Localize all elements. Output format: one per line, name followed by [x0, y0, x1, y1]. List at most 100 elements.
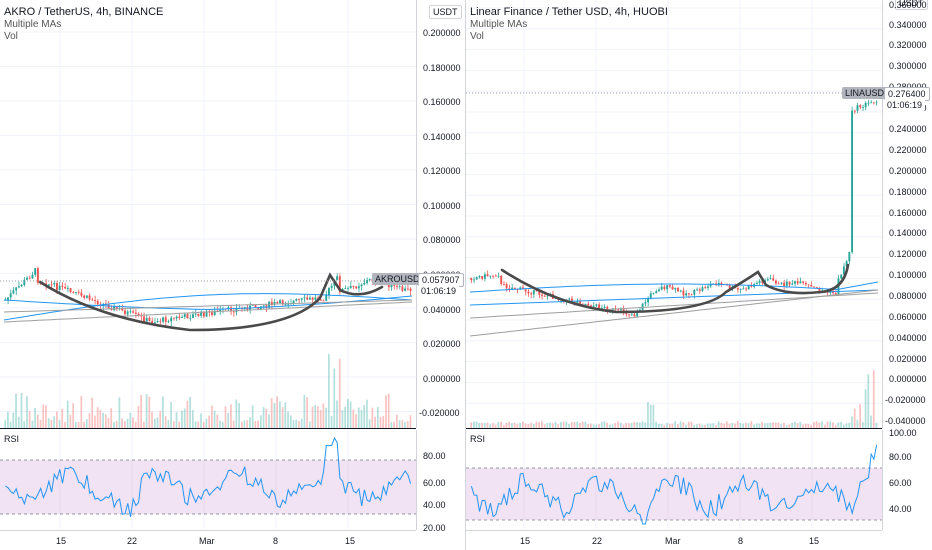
indicator-multiple-mas[interactable]: Multiple MAs [4, 19, 62, 30]
volume-bar [622, 424, 625, 428]
volume-bar [750, 421, 753, 428]
volume-bar [481, 422, 483, 428]
pane-separator[interactable] [466, 428, 882, 429]
candle-body [769, 278, 772, 280]
volume-bar [557, 424, 560, 428]
volume-bar [715, 424, 717, 428]
volume-bar [289, 415, 292, 428]
rsi-scale[interactable]: 80.00 60.00 40.00 20.00 [416, 430, 466, 533]
volume-bar [254, 420, 257, 428]
price-tick: 0.220000 [889, 145, 927, 155]
volume-bar [276, 396, 279, 428]
candle-body [355, 286, 358, 289]
volume-bar [162, 396, 164, 428]
volume-bar [685, 424, 687, 428]
candle-body [592, 305, 595, 307]
currency-badge[interactable]: USDT [429, 5, 462, 19]
candle-body [818, 288, 821, 292]
rsi-label[interactable]: RSI [4, 434, 20, 444]
volume-bar [306, 397, 308, 428]
candle-body [211, 312, 213, 315]
candle-body [55, 283, 58, 290]
time-label: Mar [665, 536, 681, 546]
candle-body [390, 283, 393, 288]
candle-body [543, 295, 546, 297]
volume-bar [145, 394, 148, 428]
candle-body [527, 291, 530, 294]
indicator-multiple-mas[interactable]: Multiple MAs [470, 19, 528, 30]
candle-body [606, 306, 609, 311]
candle-body [26, 277, 28, 280]
indicator-volume[interactable]: Vol [4, 31, 18, 42]
currency-badge[interactable]: USDT [895, 0, 928, 10]
volume-bar [183, 408, 186, 428]
price-scale[interactable]: USDT 0.360000 0.340000 0.320000 0.300000… [882, 0, 932, 428]
volume-bar [91, 397, 94, 428]
candle-body [91, 299, 94, 301]
time-label: 15 [520, 536, 531, 546]
candle-body [644, 302, 647, 304]
price-tick: 0.100000 [889, 270, 927, 280]
volume-bar [338, 358, 341, 428]
volume-bar [129, 412, 132, 428]
candle-body [617, 309, 620, 310]
volume-bar [861, 422, 864, 428]
candle-body [401, 286, 404, 291]
volume-bar [75, 421, 77, 428]
volume-bar [404, 421, 406, 428]
moving-average-line [3, 293, 413, 321]
panes-divider[interactable] [465, 0, 466, 550]
candle-body [94, 300, 96, 301]
volume-bar [360, 409, 363, 428]
cup-pattern-drawing [38, 272, 384, 332]
price-tick: 0.080000 [423, 235, 461, 245]
volume-bar [298, 421, 300, 428]
lina-chart-canvas[interactable] [466, 0, 932, 550]
candle-body [28, 277, 31, 279]
candle-body [834, 293, 837, 295]
volume-bar [796, 423, 799, 428]
volume-bar [600, 421, 603, 428]
candle-body [856, 105, 859, 111]
volume-bar [856, 419, 859, 428]
pane-separator[interactable] [0, 428, 416, 429]
rsi-scale[interactable]: 100.00 80.00 60.00 40.00 [882, 428, 932, 530]
candle-body [34, 268, 37, 275]
volume-bar [347, 399, 349, 428]
candle-body [630, 314, 633, 316]
volume-bar [764, 423, 766, 428]
candle-body [262, 305, 265, 307]
candle-body [511, 287, 514, 289]
volume-bar [821, 421, 823, 428]
candle-body [80, 292, 83, 296]
volume-bar [769, 422, 772, 428]
candle-body [189, 317, 192, 319]
time-label: 22 [592, 536, 603, 546]
candle-body [872, 102, 875, 104]
volume-bar [409, 415, 412, 428]
volume-bar [15, 393, 17, 428]
volume-bar [570, 421, 573, 428]
price-scale[interactable]: USDT 0.200000 0.180000 0.160000 0.140000… [416, 0, 466, 428]
indicator-volume[interactable]: Vol [470, 31, 484, 42]
volume-bar [725, 421, 728, 428]
candle-body [674, 287, 677, 290]
candle-body [478, 276, 481, 278]
candle-body [589, 305, 592, 307]
volume-bar [344, 406, 347, 428]
rsi-label[interactable]: RSI [470, 434, 486, 444]
volume-bar [72, 403, 75, 428]
rsi-tick: 60.00 [423, 478, 446, 488]
candle-body [23, 279, 26, 286]
akro-chart-canvas[interactable] [0, 0, 466, 550]
candle-body [810, 285, 813, 287]
price-tick: -0.040000 [885, 416, 926, 426]
volume-bar [94, 415, 96, 428]
volume-bar [519, 422, 521, 428]
chart-pane-lina[interactable]: Linear Finance / Tether USD, 4h, HUOBI M… [466, 0, 932, 550]
chart-pane-akro[interactable]: AKRO / TetherUS, 4h, BINANCE Multiple MA… [0, 0, 466, 550]
volume-bar [88, 413, 91, 428]
volume-bar [851, 416, 853, 428]
candle-body [254, 304, 257, 308]
candle-body [126, 311, 129, 315]
